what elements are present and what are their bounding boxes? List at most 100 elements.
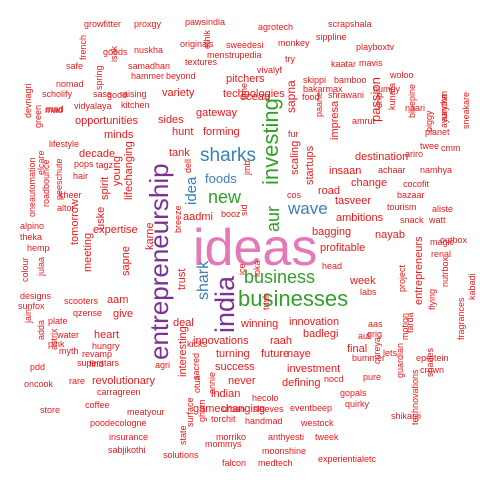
word-solutions: solutions xyxy=(163,450,199,460)
word-mad: mad xyxy=(45,105,63,115)
word-interesting: interesting xyxy=(177,326,189,377)
word-revolutionary: revolutionary xyxy=(92,375,155,387)
word-lifestyle: lifestyle xyxy=(49,139,80,149)
word-piggy: piggy xyxy=(424,110,434,132)
word-heart: heart xyxy=(94,329,120,341)
word-insurance: insurance xyxy=(109,432,149,442)
word-innovation: innovation xyxy=(289,316,340,328)
word-road: road xyxy=(318,185,341,197)
word-hecolo: hecolo xyxy=(252,393,279,403)
word-planet: planet xyxy=(425,127,450,137)
word-alpino: alpino xyxy=(20,221,45,231)
word-achaar: achaar xyxy=(378,165,406,175)
word-monkey: monkey xyxy=(278,38,310,48)
word-scholify: scholify xyxy=(42,89,73,99)
word-experientialetc: experientialetc xyxy=(318,454,377,464)
word-aas: aas xyxy=(368,319,383,329)
word-indian: indian xyxy=(211,388,241,400)
word-sweedesi: sweedesi xyxy=(226,40,264,50)
word-shark: shark xyxy=(195,260,212,300)
word-watt: watt xyxy=(429,215,446,225)
word-sleeves: sleeves xyxy=(253,404,284,414)
word-hemp: hemp xyxy=(27,243,50,253)
word-try: try xyxy=(285,54,295,64)
word-cocofit: cocofit xyxy=(403,179,430,189)
word-kicks: kicks xyxy=(187,339,207,349)
word-defining: defining xyxy=(282,377,321,389)
word-theka: theka xyxy=(20,232,43,242)
word-loka: loka xyxy=(252,260,262,277)
word-labs: labs xyxy=(360,287,377,297)
word-nayab: nayab xyxy=(375,229,405,241)
word-scaling: scaling xyxy=(289,140,301,175)
word-namhya: namhya xyxy=(420,165,453,175)
word-qzense: qzense xyxy=(73,308,103,318)
word-gopals: gopals xyxy=(340,388,367,398)
word-tourism: tourism xyxy=(387,202,417,212)
word-revamp: revamp xyxy=(82,349,113,359)
word-cureya: cureya xyxy=(372,336,382,364)
word-quirky: quirky xyxy=(345,399,370,409)
word-shikanji: shikanji xyxy=(391,411,422,421)
word-change: change xyxy=(351,177,388,189)
word-spring: spring xyxy=(94,65,104,90)
word-tasveer: tasveer xyxy=(335,195,372,207)
word-menstrupedia: menstrupedia xyxy=(207,50,262,60)
word-shrawani: shrawani xyxy=(328,90,365,100)
word-peeschute: peeschute xyxy=(54,158,64,200)
word-cmm: cmm xyxy=(441,143,461,153)
word-investment: investment xyxy=(287,363,341,375)
word-dell: dell xyxy=(183,158,193,173)
word-growfitter: growfitter xyxy=(84,19,122,29)
word-bazaar: bazaar xyxy=(397,190,425,200)
word-plate: plate xyxy=(48,316,68,326)
word-aaruka: aaruka xyxy=(439,94,449,122)
word-technovations: technovations xyxy=(410,369,420,425)
word-trust: trust xyxy=(176,268,188,290)
word-pure: pure xyxy=(363,372,382,382)
word-textures: textures xyxy=(185,57,218,67)
word-coffee: coffee xyxy=(85,400,110,410)
word-success: success xyxy=(215,361,255,373)
word-bluepine: bluepine xyxy=(407,83,417,118)
word-drip: drip xyxy=(374,92,384,108)
word-jain: jain xyxy=(23,308,33,323)
word-nocd: nocd xyxy=(324,374,344,384)
word-store: store xyxy=(40,405,61,415)
word-aam: aam xyxy=(107,294,129,306)
word-nuskha: nuskha xyxy=(134,45,164,55)
word-ambitions: ambitions xyxy=(336,212,384,224)
word-farda: farda xyxy=(405,312,415,333)
word-twee: twee xyxy=(420,141,440,151)
word-shades: shades xyxy=(425,347,435,377)
word-fragrances: fragrances xyxy=(456,297,466,340)
word-badlegi: badlegi xyxy=(303,328,339,340)
word-sabjikothi: sabjikothi xyxy=(108,445,146,455)
word-ethik: ethik xyxy=(202,29,212,49)
word-snack: snack xyxy=(400,215,424,225)
word-give: give xyxy=(113,308,134,320)
word-lifechanging: lifechanging xyxy=(123,141,135,200)
word-lets: lets xyxy=(383,348,398,358)
word-head: head xyxy=(322,261,343,271)
word-wave: wave xyxy=(288,199,328,218)
word-sacred: sacred xyxy=(191,352,201,380)
word-project: project xyxy=(397,264,407,292)
word-pink: pink xyxy=(48,339,65,349)
word-gamechanging: gamechanging xyxy=(193,403,266,415)
word-never: never xyxy=(228,375,256,387)
word-cos: cos xyxy=(287,190,302,200)
word-carragreen: carragreen xyxy=(97,387,141,397)
word-beyond: beyond xyxy=(166,71,196,81)
word-tagz: tagz xyxy=(96,160,114,170)
word-green: green xyxy=(33,104,43,128)
word-woloo: woloo xyxy=(390,70,414,80)
word-variety: variety xyxy=(162,87,195,99)
word-crown: crown xyxy=(420,365,445,375)
word-final: final xyxy=(347,343,368,355)
word-mavis: mavis xyxy=(359,58,383,68)
word-agrotech: agrotech xyxy=(258,22,294,32)
word-designs: designs xyxy=(20,291,52,301)
word-ghum: ghum xyxy=(197,399,207,422)
